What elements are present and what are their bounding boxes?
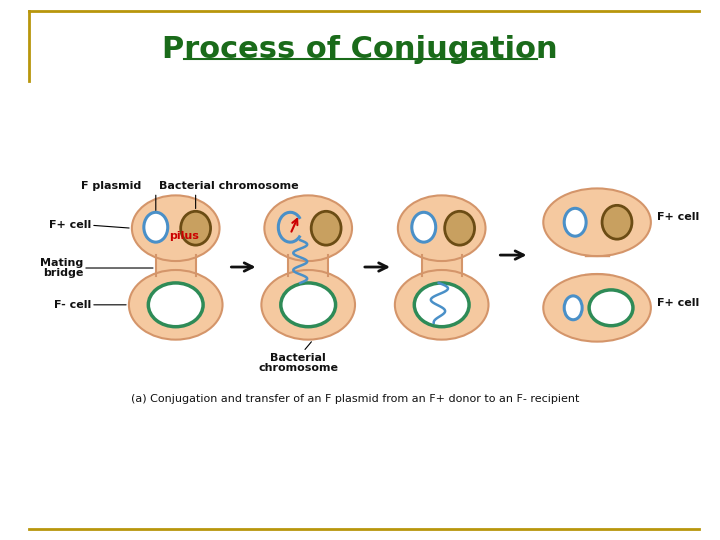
Ellipse shape [129,270,222,340]
Text: F plasmid: F plasmid [81,181,141,192]
Ellipse shape [398,195,485,261]
Ellipse shape [602,205,632,239]
Text: bridge: bridge [42,268,83,278]
Ellipse shape [564,296,582,320]
Ellipse shape [544,188,651,256]
Text: chromosome: chromosome [258,362,338,373]
Text: pilus: pilus [168,231,199,241]
Text: Bacterial: Bacterial [271,353,326,362]
Ellipse shape [445,211,474,245]
Ellipse shape [281,283,336,327]
Ellipse shape [181,211,210,245]
Text: Mating: Mating [40,258,83,268]
Text: F+ cell: F+ cell [657,298,699,308]
Ellipse shape [412,212,436,242]
Text: F+ cell: F+ cell [49,220,91,230]
Polygon shape [422,257,462,274]
Ellipse shape [544,274,651,342]
Polygon shape [156,257,196,274]
Ellipse shape [414,283,469,327]
Ellipse shape [311,211,341,245]
Polygon shape [288,257,328,274]
Ellipse shape [261,270,355,340]
Text: Bacterial chromosome: Bacterial chromosome [158,181,298,192]
Ellipse shape [148,283,203,327]
Ellipse shape [589,290,633,326]
Text: Process of Conjugation: Process of Conjugation [162,35,558,64]
Text: F+ cell: F+ cell [657,212,699,222]
Ellipse shape [144,212,168,242]
Text: (a) Conjugation and transfer of an F plasmid from an F+ donor to an F- recipient: (a) Conjugation and transfer of an F pla… [131,394,579,404]
Ellipse shape [264,195,352,261]
Ellipse shape [132,195,220,261]
Ellipse shape [564,208,586,236]
Text: F- cell: F- cell [54,300,91,310]
Ellipse shape [395,270,488,340]
